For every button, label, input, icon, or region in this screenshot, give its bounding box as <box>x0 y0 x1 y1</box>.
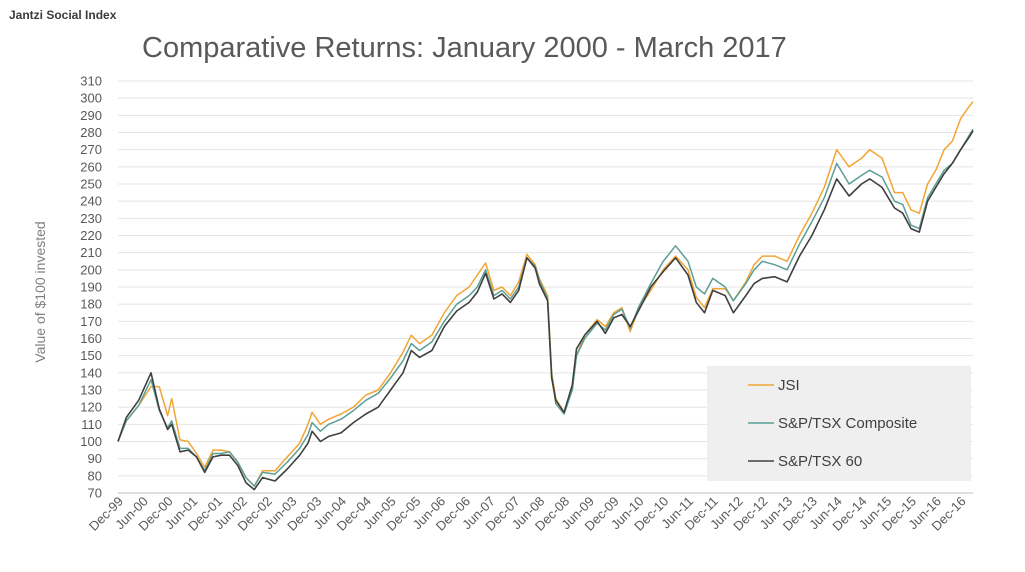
y-tick-label: 220 <box>80 228 102 243</box>
y-tick-label: 90 <box>88 451 102 466</box>
y-tick-label: 80 <box>88 468 102 483</box>
x-axis-ticks: Dec-99Jun-00Dec-00Jun-01Dec-01Jun-02Dec-… <box>86 494 969 534</box>
y-tick-label: 310 <box>80 74 102 89</box>
y-tick-label: 70 <box>88 486 102 501</box>
y-axis-label: Value of $100 invested <box>32 221 48 362</box>
y-tick-label: 190 <box>80 280 102 295</box>
series-line-1 <box>117 128 974 487</box>
y-tick-label: 130 <box>80 383 102 398</box>
y-tick-label: 200 <box>80 262 102 277</box>
series-lines <box>117 101 974 491</box>
legend: JSI S&P/TSX Composite S&P/TSX 60 <box>707 366 971 481</box>
y-tick-label: 270 <box>80 142 102 157</box>
chart-title: Comparative Returns: January 2000 - Marc… <box>142 32 787 64</box>
series-line-2 <box>117 130 974 491</box>
legend-label: JSI <box>778 377 800 394</box>
y-tick-label: 120 <box>80 400 102 415</box>
y-tick-label: 160 <box>80 331 102 346</box>
y-tick-label: 290 <box>80 108 102 123</box>
y-tick-label: 280 <box>80 125 102 140</box>
y-tick-label: 210 <box>80 245 102 260</box>
y-tick-label: 300 <box>80 91 102 106</box>
y-tick-label: 150 <box>80 348 102 363</box>
y-axis-ticks: 70 80 90 100 110 120 130 140 150 160 170 180 190 200 2… <box>80 74 102 501</box>
y-tick-label: 140 <box>80 365 102 380</box>
y-tick-label: 110 <box>81 417 102 432</box>
legend-label: S&P/TSX Composite <box>778 415 917 432</box>
y-tick-label: 260 <box>80 159 102 174</box>
y-tick-label: 230 <box>80 211 102 226</box>
y-tick-label: 180 <box>80 297 102 312</box>
y-tick-label: 100 <box>80 434 102 449</box>
brand-label: Jantzi Social Index <box>9 8 117 22</box>
y-tick-label: 170 <box>80 314 102 329</box>
y-tick-label: 250 <box>80 177 102 192</box>
y-tick-label: 240 <box>80 194 102 209</box>
legend-label: S&P/TSX 60 <box>778 453 862 470</box>
